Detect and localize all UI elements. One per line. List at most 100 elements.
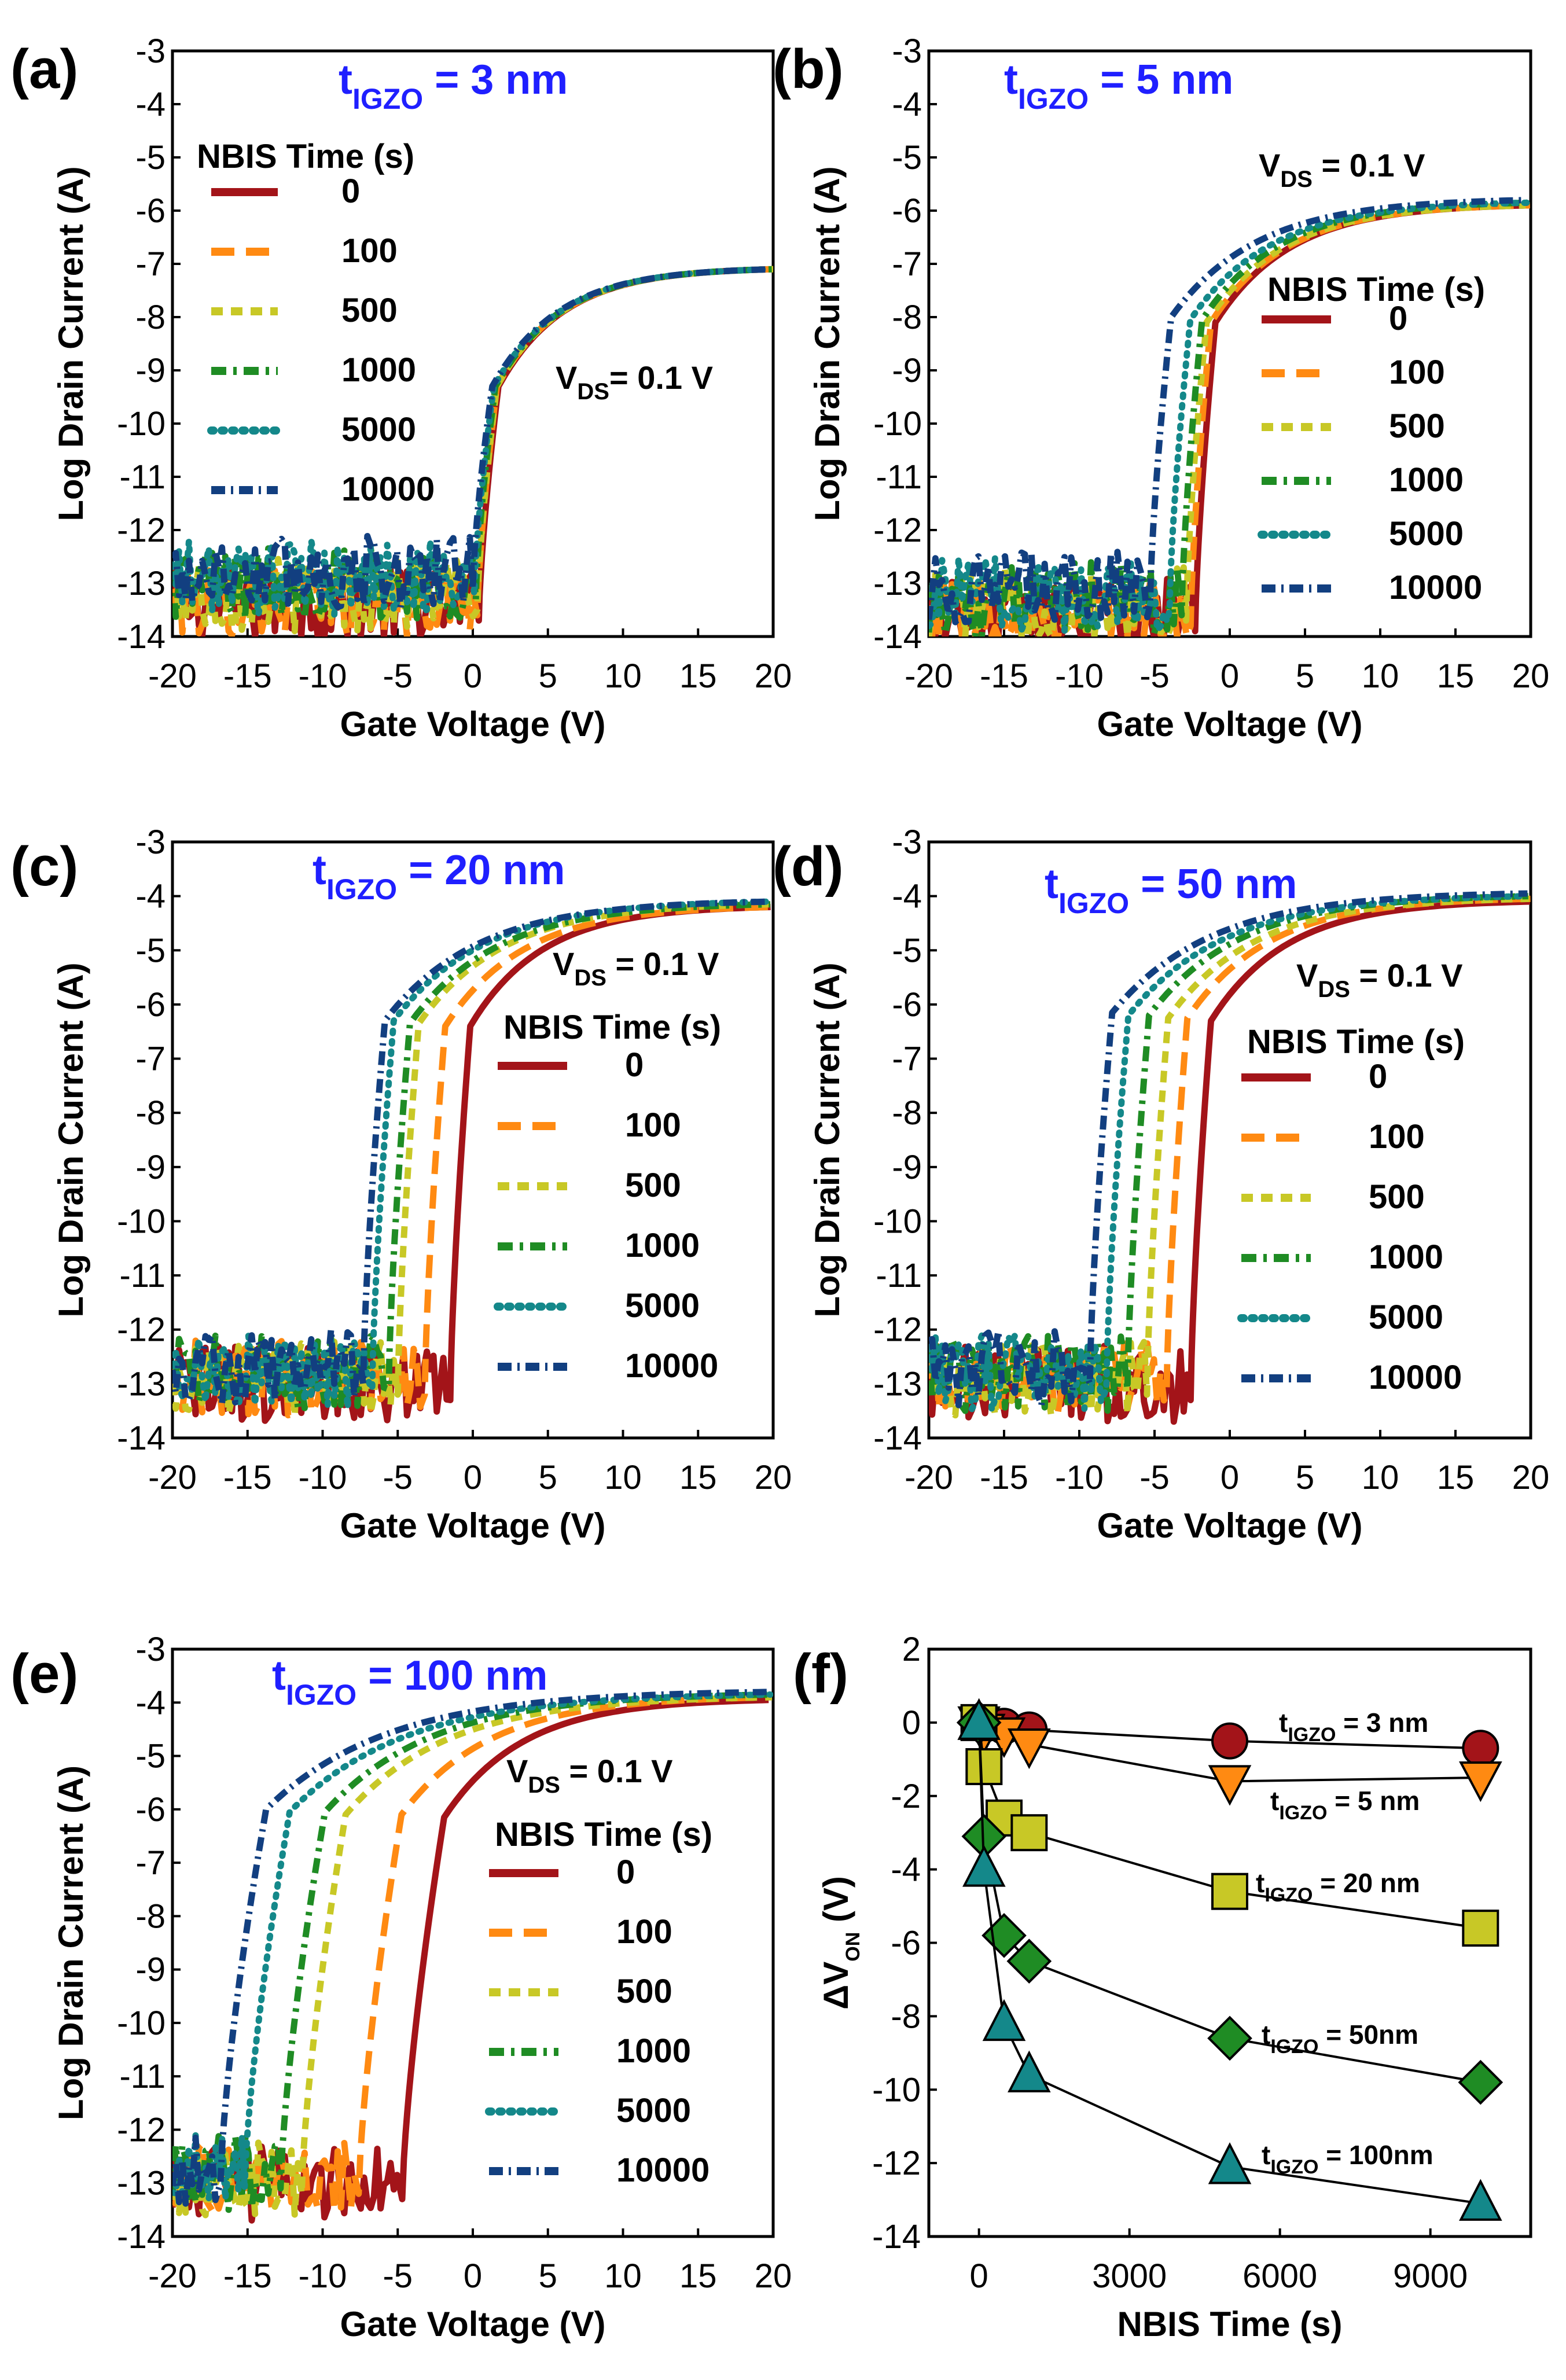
curves (929, 197, 1531, 637)
marker-20 nm-100 (965, 1748, 1003, 1785)
marker-3 nm-5000 (1211, 1722, 1248, 1760)
legend-title: NBIS Time (s) (197, 138, 414, 175)
legend-label-100: 100 (616, 1913, 672, 1951)
x-tick-label: 10 (1362, 657, 1399, 695)
y-tick-label: -12 (117, 2111, 166, 2149)
legend-label-100: 100 (1369, 1118, 1425, 1156)
series-line-100 (172, 904, 770, 1419)
x-tick-label: -10 (1055, 657, 1104, 695)
x-tick-label: 0 (464, 1459, 482, 1496)
series-line-10000 (929, 197, 1527, 626)
y-tick-label: -12 (873, 1311, 922, 1349)
panel-a: -3 -4 -5 -6 -7 -8 -9 -10 -11 -12 -13 -14-20 -15 -10 -5… (10, 32, 792, 744)
y-tick-label: -12 (873, 512, 922, 549)
series-line-500 (929, 895, 1530, 1419)
series-line-500 (929, 202, 1526, 637)
x-axis-label: Gate Voltage (V) (340, 2305, 606, 2344)
y-axis-label: Log Drain Current (A) (808, 166, 847, 521)
x-tick-label: 5 (1296, 1459, 1314, 1496)
legend-label-0: 0 (625, 1046, 644, 1084)
y-tick-label: -5 (135, 1738, 166, 1775)
marker-20 nm-5000 (1211, 1873, 1248, 1910)
x-tick-label: -15 (223, 2257, 272, 2295)
x-tick-label: -20 (905, 1459, 953, 1496)
marker-50nm-5000 (1207, 2015, 1252, 2061)
y-tick-label: -14 (872, 2218, 921, 2256)
series-line-100 (929, 895, 1531, 1419)
y-tick-label: -14 (117, 618, 166, 656)
y-tick-label: -14 (873, 1419, 922, 1457)
y-axis-label: Log Drain Current (A) (808, 962, 847, 1317)
x-tick-label: 20 (1512, 1459, 1550, 1496)
series-label-50nm: tIGZO = 50nm (1262, 2019, 1418, 2058)
y-tick-label: -10 (117, 1202, 166, 1240)
legend-title: NBIS Time (s) (503, 1009, 721, 1046)
y-tick-label: 2 (902, 1631, 921, 1668)
x-tick-label: -15 (223, 657, 272, 695)
series-line-500 (172, 1694, 773, 2219)
panel-c: -3 -4 -5 -6 -7 -8 -9 -10 -11 -12 -13 -14-20 -15 -10 -5… (10, 823, 792, 1545)
y-tick-label: -13 (117, 2165, 166, 2202)
marker-3 nm-10000 (1462, 1730, 1499, 1767)
series-line-10000 (929, 890, 1528, 1409)
legend-label-5000: 5000 (1389, 515, 1464, 553)
y-tick-label: -14 (117, 2218, 166, 2256)
x-tick-label: -10 (299, 657, 347, 695)
x-tick-label: -20 (905, 657, 953, 695)
vds-label: VDS = 0.1 V (506, 1753, 673, 1798)
vds-label: VDS= 0.1 V (556, 359, 713, 404)
x-tick-label: 3000 (1092, 2257, 1167, 2295)
y-tick-label: -5 (892, 139, 922, 176)
x-axis-label: Gate Voltage (V) (1097, 1506, 1363, 1545)
curves (172, 1689, 773, 2224)
x-tick-label: 10 (604, 657, 642, 695)
legend-label-10000: 10000 (1389, 569, 1482, 606)
legend-label-0: 0 (1369, 1058, 1387, 1095)
y-tick-label: -9 (892, 352, 922, 389)
legend-label-1000: 1000 (1369, 1238, 1443, 1276)
x-tick-label: 0 (970, 2257, 988, 2295)
y-axis-label: Log Drain Current (A) (52, 166, 90, 521)
legend-label-10000: 10000 (1369, 1359, 1462, 1396)
x-tick-label: -5 (1139, 1459, 1170, 1496)
legend: NBIS Time (s)0 100 500 1000 5000 10000 (1237, 1023, 1465, 1396)
y-tick-label: -8 (891, 1998, 921, 2035)
marker-50nm-1000 (1006, 1938, 1052, 1984)
y-tick-label: -8 (892, 1094, 922, 1132)
x-tick-label: 15 (679, 657, 717, 695)
panel-label: (c) (10, 836, 78, 897)
panel-b: -3 -4 -5 -6 -7 -8 -9 -10 -11 -12 -13 -14-20 -15 -10 -5… (773, 32, 1549, 744)
panel-label: (b) (773, 38, 844, 100)
x-tick-label: 5 (1296, 657, 1314, 695)
panel-label: (a) (10, 38, 78, 100)
x-tick-label: -15 (980, 1459, 1028, 1496)
legend-label-500: 500 (341, 292, 398, 329)
legend-label-1000: 1000 (616, 2032, 691, 2070)
legend-label-5000: 5000 (341, 411, 416, 448)
x-axis-label: Gate Voltage (V) (1097, 705, 1363, 744)
x-tick-label: 10 (604, 2257, 642, 2295)
y-tick-label: -14 (117, 1419, 166, 1457)
panel-title: tIGZO = 5 nm (1004, 57, 1233, 115)
legend: NBIS Time (s)0 100 500 1000 5000 10000 (197, 138, 435, 508)
y-tick-label: -11 (876, 1257, 922, 1294)
curves (172, 898, 773, 1424)
panel-d: -3 -4 -5 -6 -7 -8 -9 -10 -11 -12 -13 -14-20 -15 -10 -5… (773, 823, 1549, 1545)
marker-100nm-100 (962, 1845, 1006, 1887)
marker-50nm-10000 (1458, 2059, 1503, 2105)
x-tick-label: 0 (464, 657, 482, 695)
y-tick-label: -8 (135, 1897, 166, 1935)
y-tick-label: -7 (892, 245, 922, 283)
y-tick-label: -4 (892, 86, 922, 123)
panel-label: (d) (773, 836, 844, 897)
series-line-5000 (929, 893, 1529, 1414)
x-tick-label: 20 (1512, 657, 1550, 695)
marker-100nm-500 (982, 1999, 1026, 2041)
series-line-1000 (929, 893, 1528, 1414)
legend-label-1000: 1000 (1389, 461, 1464, 499)
y-tick-label: -5 (135, 139, 166, 176)
legend-label-1000: 1000 (625, 1227, 700, 1264)
x-tick-label: -10 (1055, 1459, 1104, 1496)
y-tick-label: -14 (873, 618, 922, 656)
x-tick-label: 0 (1221, 1459, 1239, 1496)
